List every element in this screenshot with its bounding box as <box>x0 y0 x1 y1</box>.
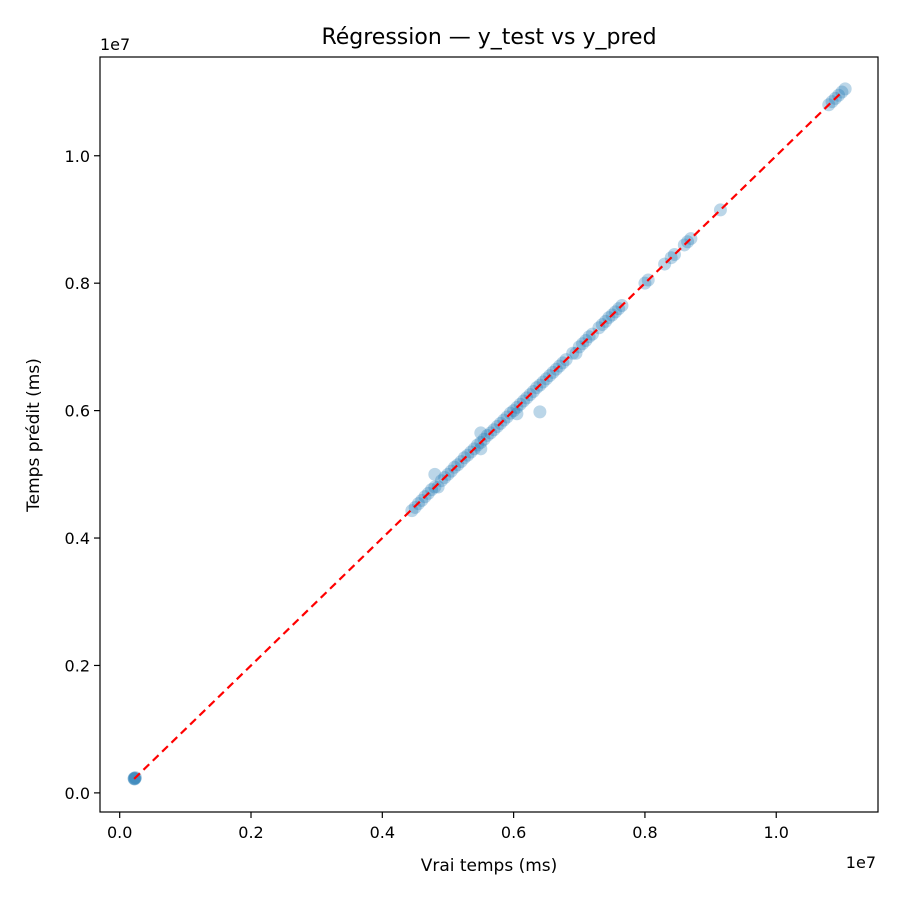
x-axis-label: Vrai temps (ms) <box>421 856 558 876</box>
data-point <box>510 407 524 421</box>
data-point <box>533 405 547 419</box>
data-point <box>474 442 488 456</box>
plot-frame <box>99 56 879 813</box>
y-tick-label: 1.0 <box>65 147 90 166</box>
x-tick-label: 0.6 <box>501 823 526 842</box>
data-point <box>569 346 583 360</box>
data-point <box>428 467 442 481</box>
x-tick-label: 1.0 <box>764 823 789 842</box>
y-axis-label: Temps prédit (ms) <box>24 358 44 513</box>
y-tick-label: 0.4 <box>65 529 90 548</box>
x-axis-offset-label: 1e7 <box>846 853 876 872</box>
data-point <box>838 82 852 96</box>
data-point <box>431 480 445 494</box>
y-tick-label: 0.0 <box>65 784 90 803</box>
plot-area: 0.0 0.2 0.4 0.6 0.8 1.0 0.0 0.2 0.4 0.6 0.8 1.0 <box>65 56 879 842</box>
reference-line <box>133 91 843 780</box>
y-tick-label: 0.8 <box>65 274 90 293</box>
chart-title: Régression — y_test vs y_pred <box>321 25 656 50</box>
y-tick-label: 0.2 <box>65 656 90 675</box>
y-axis-offset-label: 1e7 <box>100 35 130 54</box>
x-tick-label: 0.4 <box>370 823 395 842</box>
data-point <box>474 426 488 440</box>
x-tick-label: 0.2 <box>238 823 263 842</box>
x-tick-label: 0.8 <box>632 823 657 842</box>
x-tick-label: 0.0 <box>107 823 132 842</box>
y-tick-label: 0.6 <box>65 402 90 421</box>
